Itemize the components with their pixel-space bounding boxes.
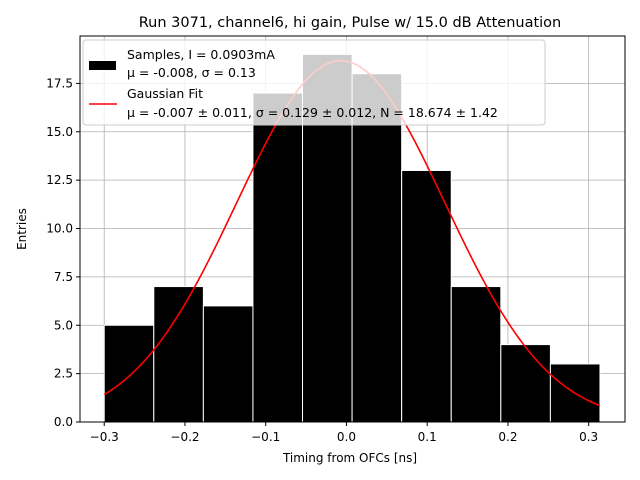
x-axis-label: Timing from OFCs [ns] bbox=[282, 451, 417, 465]
x-tick-label: 0.3 bbox=[579, 430, 598, 444]
legend-swatch-samples bbox=[89, 61, 116, 70]
histogram-bar bbox=[202, 305, 254, 423]
y-tick-label: 0.0 bbox=[54, 415, 73, 429]
legend-samples-line1: Samples, I = 0.0903mA bbox=[127, 47, 275, 62]
chart-title: Run 3071, channel6, hi gain, Pulse w/ 15… bbox=[139, 15, 562, 31]
y-tick-label: 2.5 bbox=[54, 367, 73, 381]
legend: Samples, I = 0.0903mA μ = -0.008, σ = 0.… bbox=[82, 39, 546, 126]
x-tick-label: 0.0 bbox=[337, 430, 356, 444]
histogram-bar bbox=[103, 324, 155, 423]
y-tick-label: 10.0 bbox=[46, 222, 73, 236]
histogram-bar bbox=[252, 92, 304, 423]
legend-box bbox=[82, 39, 546, 126]
x-axis-ticks: −0.3 −0.2 −0.1 0.0 0.1 0.2 0.3 bbox=[90, 422, 598, 444]
x-tick-label: −0.2 bbox=[170, 430, 199, 444]
y-axis-ticks: 0.0 2.5 5.0 7.5 10.0 12.5 15.0 17.5 bbox=[46, 76, 80, 429]
x-tick-label: −0.3 bbox=[90, 430, 119, 444]
histogram-bar bbox=[153, 286, 204, 423]
y-tick-label: 12.5 bbox=[46, 173, 73, 187]
histogram-bar bbox=[401, 169, 452, 423]
y-tick-label: 7.5 bbox=[54, 270, 73, 284]
y-tick-label: 15.0 bbox=[46, 125, 73, 139]
x-tick-label: 0.1 bbox=[418, 430, 437, 444]
y-tick-label: 17.5 bbox=[46, 76, 73, 90]
x-tick-label: −0.1 bbox=[251, 430, 280, 444]
x-tick-label: 0.2 bbox=[498, 430, 517, 444]
histogram-bar bbox=[450, 286, 502, 423]
histogram-bar bbox=[351, 73, 403, 423]
legend-fit-line2: μ = -0.007 ± 0.011, σ = 0.129 ± 0.012, N… bbox=[127, 105, 498, 120]
legend-fit-line1: Gaussian Fit bbox=[127, 86, 203, 101]
y-axis-label: Entries bbox=[15, 208, 29, 250]
histogram-bar bbox=[500, 344, 551, 423]
y-tick-label: 5.0 bbox=[54, 318, 73, 332]
legend-samples-line2: μ = -0.008, σ = 0.13 bbox=[127, 65, 256, 80]
